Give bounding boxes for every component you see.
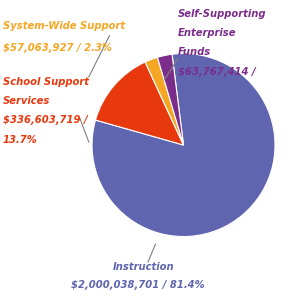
Text: Services: Services <box>3 96 50 106</box>
Text: 13.7%: 13.7% <box>3 135 38 145</box>
Text: $57,063,927 / 2.3%: $57,063,927 / 2.3% <box>3 43 112 53</box>
Text: $2,000,038,701 / 81.4%: $2,000,038,701 / 81.4% <box>71 280 205 290</box>
Text: System-Wide Support: System-Wide Support <box>3 21 125 31</box>
Wedge shape <box>92 54 275 237</box>
Wedge shape <box>145 57 184 145</box>
Text: $63,767,414 /: $63,767,414 / <box>178 67 255 77</box>
Text: Self-Supporting: Self-Supporting <box>178 9 266 19</box>
Text: Instruction: Instruction <box>112 262 174 272</box>
Text: $336,603,719 /: $336,603,719 / <box>3 115 88 126</box>
Text: Funds: Funds <box>178 47 211 57</box>
Wedge shape <box>157 54 184 145</box>
Text: School Support: School Support <box>3 77 89 87</box>
Text: Enterprise: Enterprise <box>178 28 236 38</box>
Wedge shape <box>96 62 184 145</box>
